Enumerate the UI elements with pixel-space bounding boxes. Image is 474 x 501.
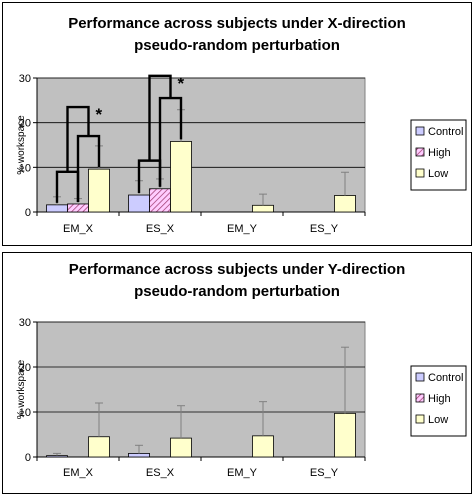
bar-low-es_x — [170, 437, 192, 458]
legend-label-low: Low — [428, 414, 448, 426]
x-tick-label: ES_X — [146, 223, 175, 235]
bar-low-es_y — [334, 412, 356, 458]
legend-label-high: High — [428, 393, 451, 405]
bar-control-em_x — [46, 455, 68, 458]
significance-bracket — [148, 74, 172, 161]
chart-title: Performance across subjects under Y-dire… — [69, 261, 406, 278]
significance-bracket — [76, 134, 101, 202]
bar-control-es_x — [128, 452, 150, 458]
legend-swatch-high — [415, 393, 425, 403]
chart-subtitle: pseudo-random perturbation — [134, 283, 340, 300]
legend-label-low: Low — [428, 168, 448, 180]
legend-label-control: Control — [428, 372, 463, 384]
y-tick-label: 30 — [19, 317, 31, 329]
legend-label-high: High — [428, 147, 451, 159]
y-tick-label: 10 — [19, 162, 31, 174]
legend-swatch-low — [415, 414, 425, 424]
x-tick-label: ES_Y — [310, 223, 339, 235]
legend-swatch-high — [415, 147, 425, 157]
y-tick-label: 20 — [19, 362, 31, 374]
y-axis-label: % workspace — [16, 115, 27, 175]
bar-low-em_x — [88, 436, 110, 458]
bar-low-es_y — [334, 195, 356, 213]
legend-swatch-low — [415, 168, 425, 178]
significance-star: * — [178, 74, 185, 93]
x-tick-label: EM_Y — [227, 467, 258, 479]
y-axis-label: % workspace — [16, 359, 27, 419]
y-tick-label: 10 — [19, 407, 31, 419]
bar-low-em_y — [252, 435, 274, 458]
y-tick-label: 0 — [25, 207, 31, 219]
chart-subtitle: pseudo-random perturbation — [134, 37, 340, 54]
bar-high-em_x — [67, 203, 89, 213]
legend-swatch-control — [415, 126, 425, 136]
bar-control-em_x — [46, 204, 68, 213]
chart-panel-2: Performance across subjects under Y-dire… — [2, 252, 472, 494]
x-tick-label: EM_Y — [227, 223, 258, 235]
bar-control-es_x — [128, 194, 150, 213]
plot-area — [36, 77, 366, 213]
bar-low-em_y — [252, 204, 274, 213]
bar-low-em_x — [88, 168, 110, 213]
bar-high-es_x — [149, 188, 171, 213]
significance-star: * — [96, 105, 103, 124]
legend-swatch-control — [415, 372, 425, 382]
chart-title: Performance across subjects under X-dire… — [68, 15, 406, 32]
x-tick-label: EM_X — [63, 223, 94, 235]
legend-label-control: Control — [428, 126, 463, 138]
y-tick-label: 20 — [19, 118, 31, 130]
x-tick-label: ES_Y — [310, 467, 339, 479]
x-tick-label: EM_X — [63, 467, 94, 479]
x-tick-label: ES_X — [146, 467, 175, 479]
plot-area — [36, 321, 366, 458]
bar-low-es_x — [170, 141, 192, 213]
chart-panel-1: Performance across subjects under X-dire… — [2, 2, 472, 246]
significance-bracket — [66, 105, 90, 172]
y-tick-label: 30 — [19, 73, 31, 85]
y-tick-label: 0 — [25, 452, 31, 464]
